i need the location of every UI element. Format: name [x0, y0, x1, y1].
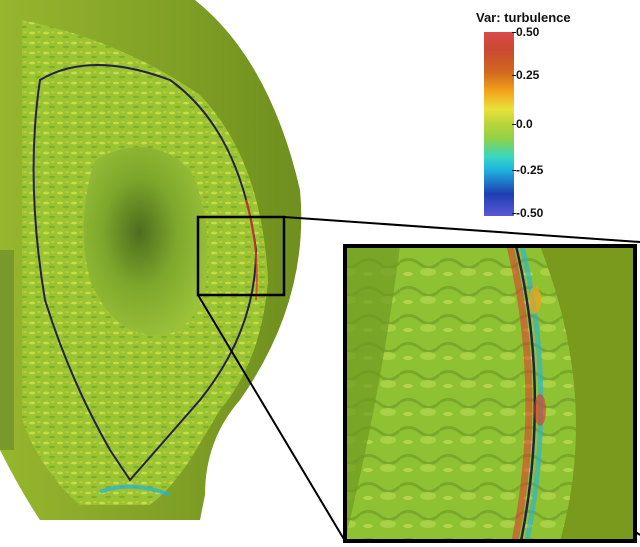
zoom-inset [345, 246, 635, 541]
separatrix-line [32, 64, 258, 482]
zoom-selection-box [196, 215, 286, 297]
colorbar-tick-low: -0.25 [511, 163, 544, 177]
bottom-turbulence [99, 484, 171, 497]
edge-turbulence [245, 199, 258, 301]
colorbar-tick-min: -0.50 [511, 206, 544, 220]
colorbar-tick-high: 0.25 [511, 68, 540, 82]
zoom-inset-frame [343, 244, 637, 543]
legend-title: Var: turbulence [476, 10, 571, 25]
colorbar-tick-mid: 0.0 [512, 117, 533, 131]
colorbar-tick-max: 0.50 [511, 25, 540, 39]
connector-top [283, 216, 640, 243]
left-edge-stripes [0, 250, 14, 450]
connector-bottom [197, 294, 346, 542]
colorbar [484, 32, 514, 216]
inner-cavity [83, 147, 208, 336]
